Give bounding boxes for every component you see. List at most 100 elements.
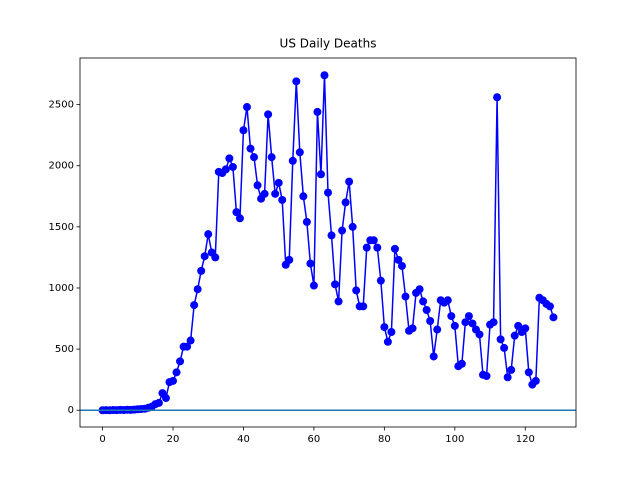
data-point (450, 321, 459, 330)
data-point (341, 198, 350, 207)
data-point (443, 296, 452, 305)
data-point (235, 214, 244, 223)
data-point (302, 217, 311, 226)
data-point (253, 181, 262, 190)
data-point (496, 335, 505, 344)
data-point (514, 321, 523, 330)
data-point (285, 255, 294, 264)
data-point (426, 316, 435, 325)
data-point (422, 305, 431, 314)
data-point (267, 153, 276, 162)
y-tick-label: 1500 (49, 222, 74, 233)
y-tick-label: 0 (68, 405, 74, 416)
data-point (327, 231, 336, 240)
y-tick-label: 500 (55, 344, 74, 355)
data-point (482, 372, 491, 381)
data-point (348, 222, 357, 231)
data-point (461, 318, 470, 327)
data-point (475, 330, 484, 339)
data-point (338, 226, 347, 235)
data-point (246, 144, 255, 153)
data-point (250, 153, 259, 162)
data-point (200, 252, 209, 261)
data-point (394, 255, 403, 264)
y-tick-label: 1000 (49, 283, 74, 294)
data-point (468, 319, 477, 328)
data-point (500, 343, 509, 352)
x-tick-label: 80 (378, 434, 391, 445)
data-point (390, 244, 399, 253)
data-point (464, 312, 473, 321)
data-point (197, 266, 206, 275)
data-point (415, 285, 424, 294)
data-point (419, 297, 428, 306)
data-point (316, 170, 325, 179)
data-point (169, 376, 177, 385)
data-point (232, 208, 241, 217)
data-point (352, 286, 361, 295)
data-point (204, 230, 213, 239)
data-point (320, 71, 329, 80)
data-point (401, 292, 410, 301)
data-point (228, 162, 237, 171)
data-point (172, 368, 181, 377)
data-point (524, 368, 533, 377)
data-point (549, 313, 558, 322)
data-point (211, 253, 220, 262)
data-point (531, 376, 540, 385)
x-tick-label: 120 (516, 434, 535, 445)
data-point (288, 156, 297, 165)
data-point (306, 259, 315, 268)
data-point (193, 285, 202, 294)
data-point (359, 302, 368, 311)
data-point (376, 276, 385, 285)
data-point (345, 177, 354, 186)
data-point (433, 325, 442, 334)
data-point (225, 154, 234, 163)
data-point (397, 261, 406, 270)
data-point (331, 280, 340, 289)
data-point (334, 297, 343, 306)
data-point (292, 77, 301, 86)
data-point (369, 236, 378, 245)
x-tick-label: 40 (237, 434, 250, 445)
data-point (313, 107, 322, 116)
x-tick-label: 20 (167, 434, 180, 445)
data-point (503, 373, 512, 382)
data-point (239, 126, 248, 135)
data-point (489, 318, 498, 327)
data-point (274, 178, 283, 187)
data-point (408, 324, 417, 333)
data-point (161, 394, 170, 403)
data-point (271, 189, 280, 198)
data-point (260, 189, 269, 198)
x-tick-label: 60 (308, 434, 321, 445)
data-point (176, 357, 185, 366)
data-point (154, 398, 163, 407)
x-tick-label: 0 (99, 434, 105, 445)
data-point (521, 324, 530, 333)
data-point (242, 103, 251, 112)
data-point (545, 302, 554, 311)
data-point (324, 188, 332, 197)
data-point (447, 312, 456, 321)
data-point (493, 93, 502, 102)
data-point (190, 301, 199, 310)
data-point (457, 359, 466, 368)
data-point (383, 337, 392, 346)
plot-frame (79, 57, 577, 428)
data-point (186, 336, 195, 345)
data-point (221, 165, 230, 174)
data-point (278, 195, 287, 204)
data-point (429, 352, 438, 361)
chart-title: US Daily Deaths (280, 37, 377, 51)
data-point (264, 110, 273, 119)
data-point (295, 148, 304, 157)
data-point (387, 327, 396, 336)
x-tick-label: 100 (445, 434, 464, 445)
data-point (299, 192, 308, 201)
data-point (183, 342, 192, 351)
data-point (507, 365, 516, 374)
